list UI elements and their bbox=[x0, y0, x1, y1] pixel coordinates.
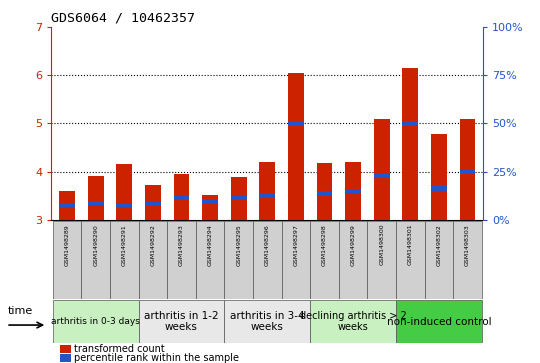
Text: non-induced control: non-induced control bbox=[387, 317, 491, 327]
Bar bbox=[110, 221, 139, 299]
Text: GDS6064 / 10462357: GDS6064 / 10462357 bbox=[51, 12, 195, 25]
Bar bbox=[60, 354, 71, 362]
Bar bbox=[374, 174, 389, 179]
Bar bbox=[288, 121, 304, 126]
Bar bbox=[117, 164, 132, 220]
Bar bbox=[431, 134, 447, 220]
Bar bbox=[196, 221, 225, 299]
Bar bbox=[167, 221, 196, 299]
Bar bbox=[139, 221, 167, 299]
Bar bbox=[310, 300, 396, 343]
Text: GSM1498295: GSM1498295 bbox=[236, 224, 241, 265]
Bar bbox=[202, 195, 218, 220]
Text: GSM1498299: GSM1498299 bbox=[350, 224, 356, 266]
Text: arthritis in 1-2
weeks: arthritis in 1-2 weeks bbox=[144, 311, 219, 333]
Text: GSM1498303: GSM1498303 bbox=[465, 224, 470, 265]
Bar bbox=[59, 203, 75, 207]
Bar bbox=[259, 193, 275, 198]
Bar bbox=[396, 221, 424, 299]
Bar bbox=[281, 221, 310, 299]
Bar bbox=[431, 186, 447, 191]
Bar bbox=[82, 221, 110, 299]
Bar bbox=[231, 177, 247, 220]
Text: arthritis in 0-3 days: arthritis in 0-3 days bbox=[51, 317, 140, 326]
Text: GSM1498294: GSM1498294 bbox=[207, 224, 213, 266]
Bar bbox=[231, 196, 247, 200]
Bar bbox=[202, 199, 218, 204]
Bar bbox=[402, 121, 418, 126]
Bar bbox=[139, 300, 225, 343]
Text: GSM1498300: GSM1498300 bbox=[379, 224, 384, 265]
Text: GSM1498296: GSM1498296 bbox=[265, 224, 270, 265]
Bar bbox=[60, 345, 71, 352]
Text: time: time bbox=[8, 306, 33, 316]
Bar bbox=[173, 174, 190, 220]
Bar bbox=[460, 170, 475, 174]
Bar bbox=[173, 196, 190, 200]
Bar bbox=[460, 119, 475, 220]
Text: transformed count: transformed count bbox=[74, 344, 165, 354]
Bar bbox=[396, 300, 482, 343]
Text: GSM1498291: GSM1498291 bbox=[122, 224, 127, 265]
Bar bbox=[424, 221, 453, 299]
Bar bbox=[453, 221, 482, 299]
Text: GSM1498301: GSM1498301 bbox=[408, 224, 413, 265]
Text: GSM1498290: GSM1498290 bbox=[93, 224, 98, 265]
Text: GSM1498293: GSM1498293 bbox=[179, 224, 184, 266]
Bar bbox=[288, 73, 304, 220]
Text: GSM1498302: GSM1498302 bbox=[436, 224, 442, 265]
Bar bbox=[225, 300, 310, 343]
Bar bbox=[402, 68, 418, 220]
Bar bbox=[225, 221, 253, 299]
Bar bbox=[145, 202, 161, 207]
Bar bbox=[145, 185, 161, 220]
Text: GSM1498297: GSM1498297 bbox=[293, 224, 299, 266]
Text: percentile rank within the sample: percentile rank within the sample bbox=[74, 353, 239, 363]
Bar bbox=[339, 221, 367, 299]
Text: GSM1498298: GSM1498298 bbox=[322, 224, 327, 265]
Bar bbox=[345, 189, 361, 193]
Bar bbox=[117, 203, 132, 207]
Bar bbox=[253, 221, 281, 299]
Text: arthritis in 3-4
weeks: arthritis in 3-4 weeks bbox=[230, 311, 305, 333]
Bar bbox=[88, 201, 104, 205]
Bar bbox=[53, 221, 82, 299]
Text: GSM1498292: GSM1498292 bbox=[150, 224, 156, 266]
Text: GSM1498289: GSM1498289 bbox=[65, 224, 70, 265]
Bar bbox=[310, 221, 339, 299]
Bar bbox=[316, 191, 333, 195]
Text: declining arthritis > 2
weeks: declining arthritis > 2 weeks bbox=[300, 311, 407, 333]
Bar bbox=[53, 300, 139, 343]
Bar bbox=[367, 221, 396, 299]
Bar bbox=[88, 176, 104, 220]
Bar bbox=[259, 162, 275, 220]
Bar bbox=[374, 119, 389, 220]
Bar bbox=[59, 191, 75, 220]
Bar bbox=[345, 162, 361, 220]
Bar bbox=[316, 163, 333, 220]
